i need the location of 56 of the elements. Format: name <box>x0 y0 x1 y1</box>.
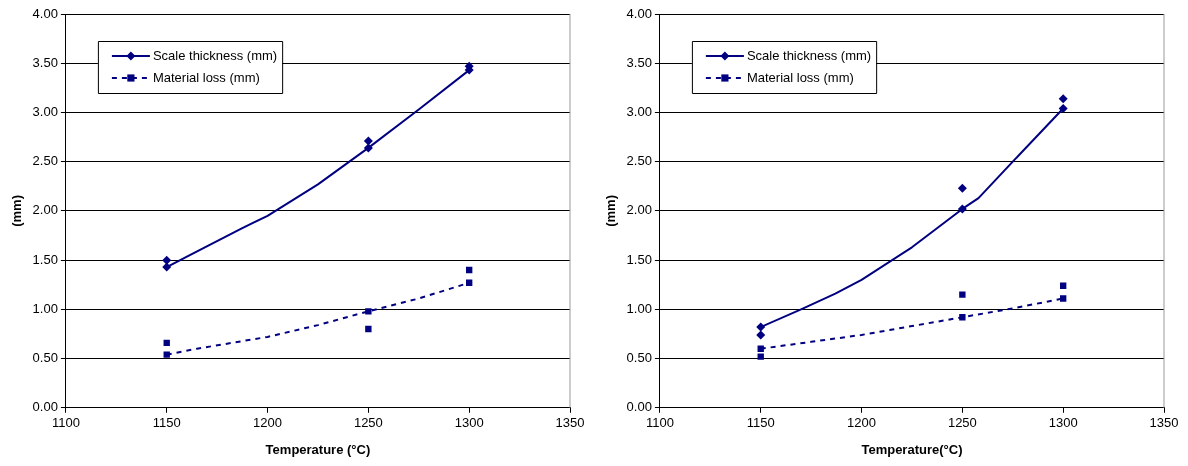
point <box>756 322 766 332</box>
y-tick-label: 1.00 <box>32 300 58 316</box>
point <box>466 279 473 286</box>
point <box>757 353 764 360</box>
y-tick-label: 0.50 <box>626 350 652 366</box>
y-tick-label: 3.50 <box>626 54 652 70</box>
legend-label: Scale thickness (mm) <box>746 47 872 63</box>
y-tick-label: 4.00 <box>626 5 652 21</box>
x-tick-label: 1200 <box>847 415 876 431</box>
point <box>365 308 372 315</box>
x-axis-title: Temperature(°C) <box>861 441 963 457</box>
x-tick-label: 1250 <box>947 415 977 431</box>
point <box>959 291 966 298</box>
x-tick-label: 1150 <box>152 415 181 431</box>
y-tick-label: 0.50 <box>32 350 58 366</box>
legend-label: Scale thickness (mm) <box>152 47 278 63</box>
point <box>162 255 172 265</box>
y-tick-label: 2.50 <box>32 153 58 169</box>
x-tick-label: 1100 <box>645 415 674 431</box>
y-tick-label: 1.50 <box>626 251 652 267</box>
y-axis-title: (mm) <box>603 195 619 227</box>
point <box>363 143 373 153</box>
y-tick-label: 0.00 <box>626 399 652 415</box>
y-tick-label: 1.00 <box>626 300 652 316</box>
x-axis-title: Temperature (°C) <box>265 441 371 457</box>
x-tick-label: 1350 <box>1149 415 1179 431</box>
x-tick-label: 1150 <box>746 415 775 431</box>
y-tick-label: 2.00 <box>626 202 652 218</box>
x-tick-label: 1200 <box>253 415 282 431</box>
point <box>756 330 766 340</box>
y-tick-label: 1.50 <box>32 251 58 267</box>
point <box>365 325 372 333</box>
x-tick-label: 1100 <box>51 415 80 431</box>
y-tick-label: 4.00 <box>32 5 58 21</box>
legend-label: Material loss (mm) <box>746 69 854 85</box>
y-tick-label: 3.00 <box>626 104 652 120</box>
point <box>162 262 172 272</box>
point <box>1060 295 1067 302</box>
legend-label: Material loss (mm) <box>152 69 260 85</box>
y-tick-label: 2.50 <box>626 153 652 169</box>
y-tick-label: 2.00 <box>32 202 58 218</box>
x-tick-label: 1300 <box>454 415 484 431</box>
point <box>957 183 967 193</box>
y-axis-title: (mm) <box>9 195 25 227</box>
point <box>163 351 170 358</box>
y-tick-label: 3.50 <box>32 54 58 70</box>
y-tick-label: 0.00 <box>32 399 58 415</box>
x-tick-label: 1300 <box>1048 415 1078 431</box>
point <box>957 204 967 214</box>
point <box>1058 94 1068 104</box>
point <box>1058 104 1068 114</box>
x-tick-label: 1350 <box>555 415 585 431</box>
y-tick-label: 3.00 <box>32 104 58 120</box>
point <box>363 136 373 146</box>
point <box>959 314 966 321</box>
x-tick-label: 1250 <box>353 415 383 431</box>
